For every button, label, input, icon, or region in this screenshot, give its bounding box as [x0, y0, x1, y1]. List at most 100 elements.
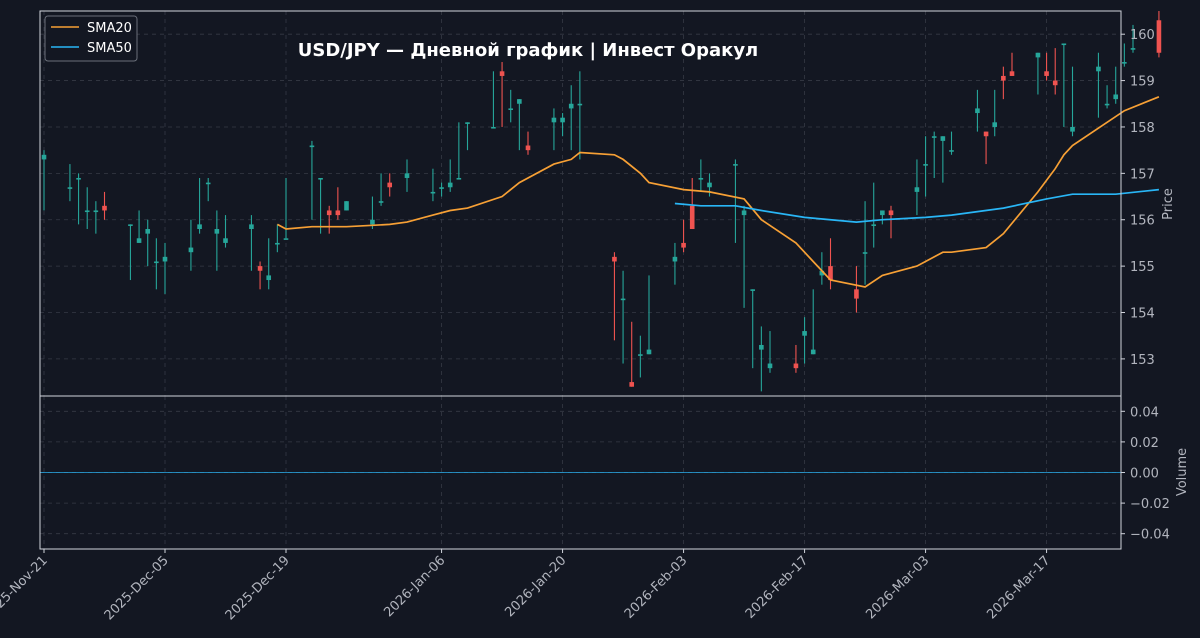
candle-body — [249, 224, 254, 230]
legend-sma20-label: SMA20 — [87, 21, 132, 36]
candle-body — [862, 252, 868, 254]
candle-body — [1052, 80, 1058, 86]
price-axis: 153 154 155 156 157 158 159 160 — [1121, 28, 1155, 368]
candle-body — [551, 117, 557, 123]
candle-body — [802, 331, 807, 336]
candle-body — [517, 99, 522, 104]
candle-body — [257, 266, 263, 271]
candle-body — [197, 224, 202, 230]
candle-body — [1070, 126, 1075, 132]
candle-body — [638, 354, 643, 356]
candle-body — [214, 229, 220, 234]
candle-body — [499, 71, 505, 76]
candle-body — [136, 238, 142, 243]
candle-body — [370, 219, 375, 225]
candle-body — [750, 289, 756, 291]
volume-grid — [40, 396, 1121, 549]
candle-body — [1061, 43, 1067, 46]
volume-axis-label: Volume — [1175, 448, 1190, 496]
candle-body — [914, 187, 920, 192]
sma-lines — [276, 96, 1160, 288]
candle-body — [888, 210, 894, 216]
candle-body — [646, 349, 652, 355]
candle-body — [378, 201, 384, 203]
candle-body — [283, 238, 289, 240]
candle-body — [949, 150, 954, 152]
candle-body — [880, 210, 885, 216]
price-tick-label: 155 — [1130, 260, 1155, 275]
candle-body — [1104, 103, 1110, 106]
volume-tick-label: −0.02 — [1130, 497, 1170, 512]
candle-body — [819, 270, 825, 276]
volume-tick-label: 0.02 — [1130, 436, 1159, 451]
candle-body — [733, 164, 738, 166]
candle-body — [223, 238, 228, 243]
candle-body — [93, 210, 99, 213]
legend-sma50-label: SMA50 — [87, 41, 132, 56]
price-tick-label: 157 — [1130, 167, 1155, 182]
price-tick-label: 159 — [1130, 75, 1155, 90]
candle-body — [689, 205, 695, 230]
candle-body — [1113, 94, 1119, 100]
candle-body — [326, 210, 332, 216]
candle-body — [672, 256, 678, 262]
candle-body — [102, 205, 107, 211]
candle-body — [309, 145, 315, 148]
candle-body — [767, 363, 773, 369]
candle-body — [871, 224, 877, 226]
candle-body — [828, 266, 833, 281]
price-tick-label: 158 — [1130, 121, 1155, 136]
candle-body — [629, 382, 635, 387]
candle-body — [447, 182, 453, 188]
candle-body — [387, 182, 393, 188]
candle-body — [145, 229, 151, 234]
candle-body — [404, 173, 410, 178]
price-tick-label: 154 — [1130, 307, 1155, 322]
candle-body — [741, 210, 747, 216]
candles — [41, 11, 1162, 392]
candle-body — [266, 275, 272, 281]
candle-body — [707, 182, 712, 188]
candle-body — [525, 145, 531, 151]
candle-body — [975, 108, 980, 114]
candle-body — [318, 177, 323, 180]
candle-body — [931, 136, 937, 138]
candle-body — [162, 256, 168, 262]
candle-body — [854, 289, 859, 299]
price-axis-label: Price — [1161, 188, 1176, 220]
chart-title: USD/JPY — Дневной график | Инвест Оракул — [298, 40, 758, 61]
candle-body — [923, 164, 928, 166]
candle-body — [983, 131, 989, 137]
price-tick-label: 156 — [1130, 214, 1155, 229]
candle-body — [681, 242, 686, 248]
candle-body — [128, 224, 133, 226]
candle-body — [508, 108, 514, 111]
candle-body — [560, 117, 565, 123]
candle-body — [439, 187, 444, 189]
candle-body — [154, 261, 159, 264]
candle-body — [335, 210, 341, 216]
candle-body — [344, 201, 349, 211]
candle-body — [698, 177, 704, 180]
candle-body — [1035, 52, 1041, 58]
volume-axis: 0.04 0.02 0.00 −0.02 −0.04 — [1121, 405, 1170, 543]
legend: SMA20 SMA50 — [44, 15, 138, 62]
candle-body — [620, 298, 626, 301]
candle-body — [84, 210, 90, 213]
candle-body — [810, 349, 816, 355]
candle-body — [759, 344, 764, 350]
candle-body — [1156, 20, 1162, 53]
sma20-line — [276, 96, 1160, 288]
candle-body — [612, 256, 617, 262]
candle-body — [940, 136, 946, 141]
price-tick-label: 153 — [1130, 353, 1155, 368]
candle-body — [568, 103, 574, 109]
candle-body — [1044, 71, 1049, 76]
candle-body — [188, 247, 194, 253]
candle-body — [67, 187, 73, 189]
candle-body — [992, 122, 998, 127]
candle-body — [275, 242, 280, 245]
candle-body — [1096, 66, 1101, 72]
